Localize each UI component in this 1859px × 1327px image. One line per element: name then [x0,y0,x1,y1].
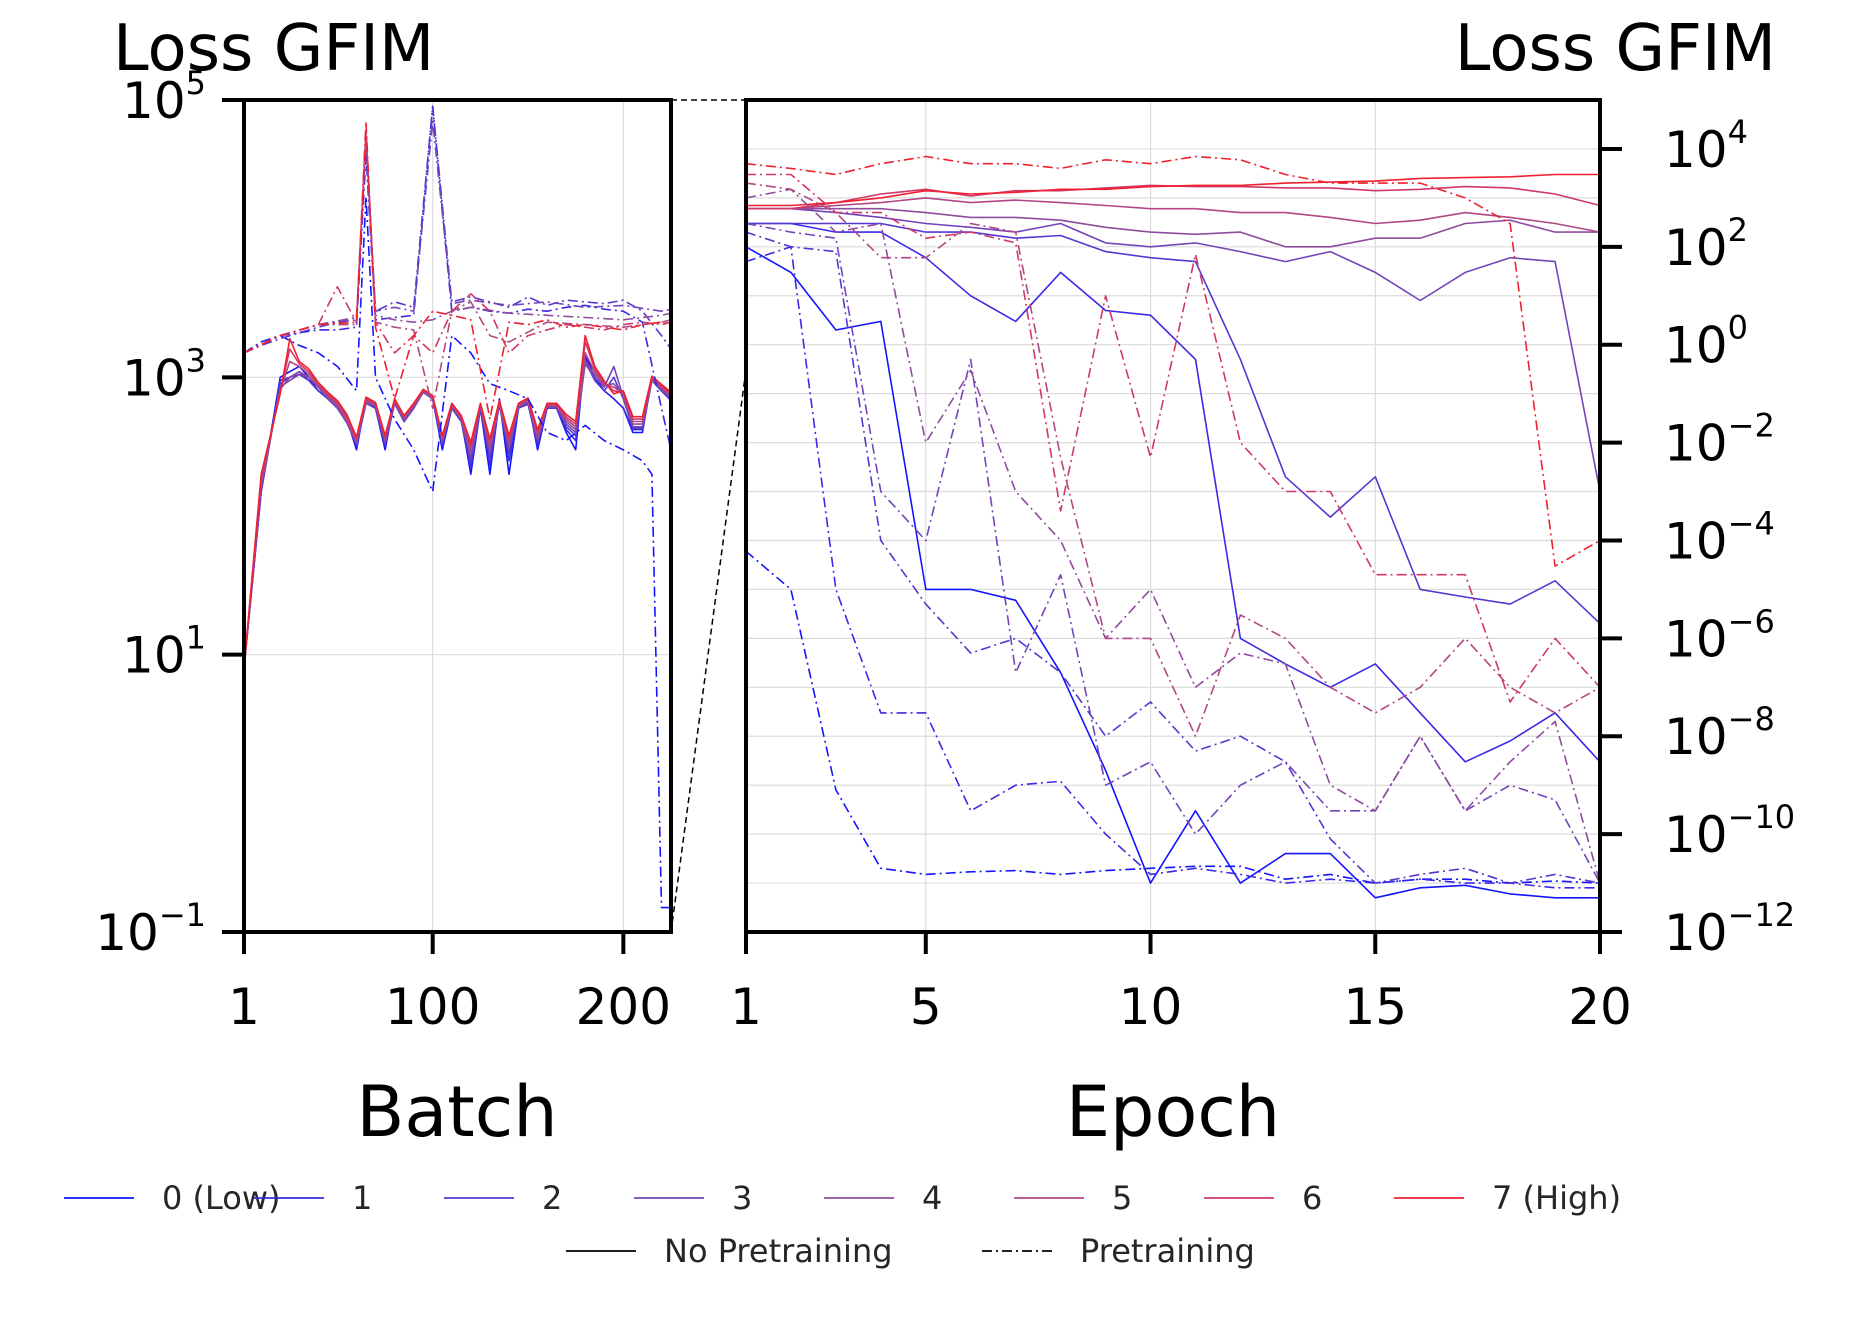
left-series-line-no-pretraining-6 [243,341,672,669]
right-y-tick-label: 104 [1664,113,1748,179]
left-series-line-no-pretraining-0 [243,352,672,669]
right-series-line-no-pretraining-4 [746,207,1600,248]
right-x-tick-label: 10 [1119,978,1183,1036]
zoom-connector-bottom [670,369,747,933]
right-y-tick-label: 10−6 [1664,602,1775,668]
right-y-tick-label: 10−2 [1664,407,1775,473]
left-x-axis-label: Batch [356,1071,557,1153]
left-series-line-pretraining-4 [243,140,672,354]
right-series-line-no-pretraining-3 [746,207,1601,492]
right-y-tick-label: 102 [1664,211,1748,277]
left-y-tick-label: 103 [122,341,206,407]
right-series-line-no-pretraining-0 [745,246,1600,899]
left-panel-title: Loss GFIM [113,12,434,86]
left-gridlines [243,100,671,932]
left-axis-ticks: 1 100 200 10−1 101 103 105 [95,64,671,1036]
right-series-line-pretraining-2 [745,231,1601,884]
right-x-tick-label: 5 [910,978,942,1036]
right-plot-frame [744,98,1602,934]
left-series-line-pretraining-0 [243,196,671,909]
right-y-tick-label: 10−10 [1664,798,1795,864]
right-x-axis-label: Epoch [1066,1071,1280,1153]
left-y-tick-label: 105 [122,64,206,130]
legend-label-group-3: 3 [732,1179,752,1217]
right-series-line-no-pretraining-5 [746,197,1601,233]
legend-label-group-1: 1 [352,1179,372,1217]
right-x-tick-label: 20 [1568,978,1632,1036]
right-series-line-pretraining-7 [745,155,1601,567]
right-series-lines [745,155,1601,899]
left-series-line-pretraining-1 [243,105,672,450]
right-series-line-pretraining-6 [746,173,1601,703]
left-x-tick-label: 100 [385,978,480,1036]
left-series-line-no-pretraining-1 [243,356,672,669]
legend-label-group-5: 5 [1112,1179,1132,1217]
right-y-tick-label: 10−8 [1664,700,1775,766]
left-y-tick-label: 101 [122,619,206,685]
left-y-tick-label: 10−1 [95,896,206,962]
left-series-line-pretraining-6 [243,130,672,354]
left-x-tick-label: 1 [228,978,260,1036]
right-y-tick-label: 100 [1664,309,1748,375]
legend: 0 (Low) 1 2 3 4 5 6 7 (High)No Pretraining Pretr… [64,1179,1621,1270]
right-x-tick-label: 1 [730,978,762,1036]
left-series-lines [243,105,672,909]
left-series-line-no-pretraining-7 [243,334,672,669]
right-panel-epoch: Loss GFIM 1 5 10 15 2010−1210−1010−810−610−4… [730,12,1795,1153]
left-panel-batch: Loss GFIM 1 100 200 10−1 101 103 105 Batch [95,12,673,1153]
left-series-line-pretraining-5 [243,130,672,409]
left-series-line-pretraining-7 [243,120,672,420]
right-x-tick-label: 15 [1343,978,1407,1036]
right-series-line-pretraining-0 [745,550,1601,884]
legend-label-group-7: 7 (High) [1492,1179,1621,1217]
right-series-line-no-pretraining-6 [746,184,1601,210]
right-series-line-pretraining-1 [745,246,1600,889]
zoom-connector-lines [670,99,747,933]
right-y-tick-label: 10−4 [1664,504,1775,570]
left-series-line-no-pretraining-4 [243,360,672,669]
left-x-tick-label: 200 [576,978,671,1036]
right-series-line-no-pretraining-7 [746,173,1600,207]
right-series-line-pretraining-5 [745,182,1601,737]
right-series-line-no-pretraining-2 [746,222,1601,625]
left-series-line-no-pretraining-2 [243,360,672,669]
legend-label-group-4: 4 [922,1179,942,1217]
left-plot-frame [242,98,673,934]
left-series-line-no-pretraining-5 [243,352,672,669]
right-panel-title: Loss GFIM [1455,12,1776,86]
right-y-tick-label: 10−12 [1664,896,1795,962]
legend-label-group-6: 6 [1302,1179,1322,1217]
right-axis-ticks: 1 5 10 15 2010−1210−1010−810−610−410−2100102… [730,113,1795,1036]
legend-label-style-1: Pretraining [1080,1232,1255,1270]
legend-label-group-2: 2 [542,1179,562,1217]
right-series-line-pretraining-4 [745,188,1601,884]
right-series-line-no-pretraining-1 [746,222,1601,763]
legend-label-style-0: No Pretraining [664,1232,893,1270]
